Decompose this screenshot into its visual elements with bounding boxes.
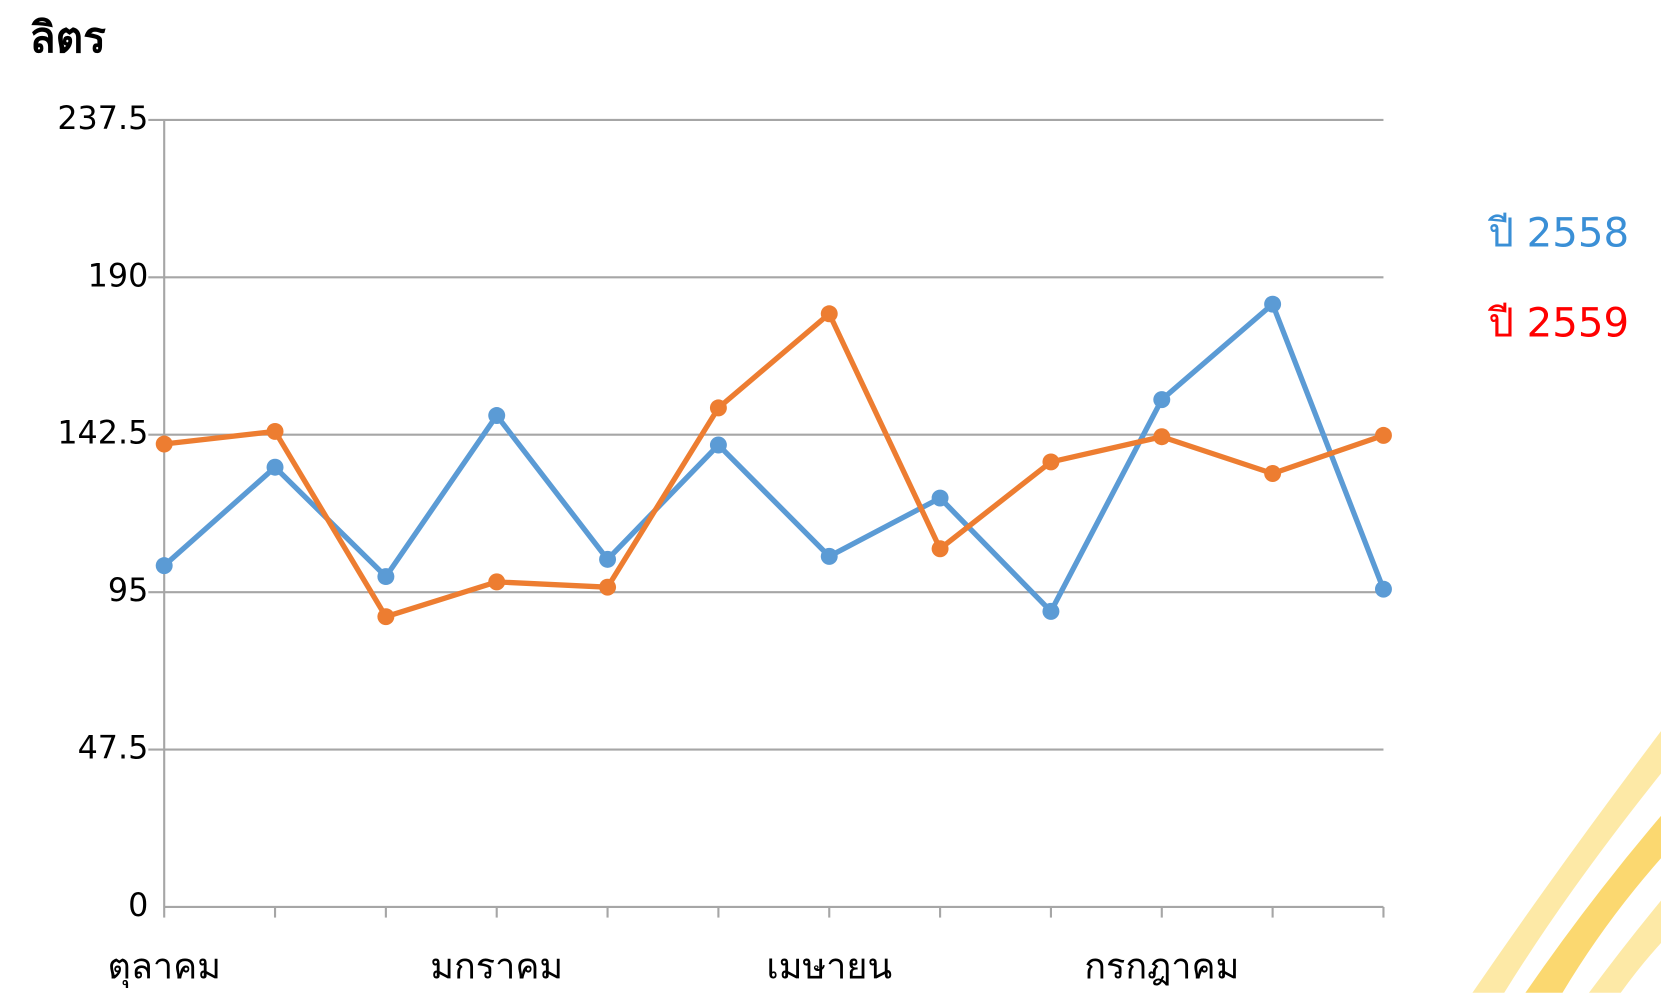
y-tick-label: 0 — [128, 888, 148, 924]
data-point — [266, 422, 284, 440]
series-line — [162, 301, 1386, 615]
y-tick-label: 190 — [88, 258, 149, 294]
data-point — [377, 568, 395, 586]
data-point — [931, 489, 949, 507]
x-tick-label: เมษายน — [766, 946, 892, 987]
data-point — [599, 578, 617, 596]
x-tick-label: ตุลาคม — [107, 946, 220, 988]
y-tick-label: 237.5 — [57, 101, 148, 137]
data-point — [820, 305, 838, 323]
legend-label: ปี 2558 — [1487, 210, 1629, 256]
data-point — [377, 608, 395, 626]
data-point — [1374, 426, 1392, 444]
decoration — [1472, 731, 1661, 993]
series-line — [163, 311, 1385, 620]
data-point — [1153, 428, 1171, 446]
data-point — [1042, 453, 1060, 471]
data-point — [1042, 602, 1060, 620]
y-tick-label: 95 — [108, 573, 148, 609]
data-point — [1374, 580, 1392, 598]
data-point — [488, 573, 506, 591]
data-point — [599, 550, 617, 568]
data-point — [155, 557, 173, 575]
data-point — [709, 436, 727, 454]
x-tick-label: มกราคม — [430, 946, 563, 987]
y-tick-label: 47.5 — [78, 731, 149, 767]
legend-label: ปี 2559 — [1487, 300, 1629, 346]
data-point — [488, 407, 506, 424]
y-axis-title: ลิตร — [30, 13, 106, 62]
x-tick-label: กรกฎาคม — [1084, 946, 1239, 987]
data-point — [1264, 465, 1282, 482]
y-tick-label: 142.5 — [57, 416, 148, 452]
data-point — [709, 399, 727, 417]
data-point — [931, 540, 949, 558]
data-point — [155, 435, 173, 453]
data-point — [1153, 391, 1171, 409]
data-point — [820, 547, 838, 565]
data-point — [266, 458, 284, 476]
data-point — [1264, 295, 1282, 313]
